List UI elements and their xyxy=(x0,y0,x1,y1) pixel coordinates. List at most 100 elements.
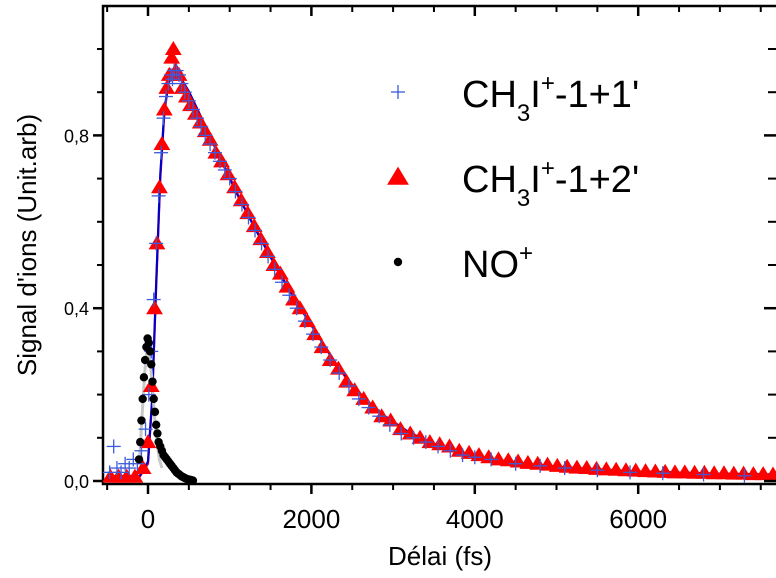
x-axis-title: Délai (fs) xyxy=(388,541,492,571)
data-point xyxy=(232,192,250,207)
legend-label: CH3I+-1+1' xyxy=(462,70,639,127)
data-point xyxy=(158,79,176,94)
series-1-points xyxy=(103,63,752,483)
data-point xyxy=(361,400,376,415)
x-tick-label: 0 xyxy=(141,504,155,534)
series-3-points xyxy=(134,334,198,484)
data-point xyxy=(151,420,161,430)
data-point xyxy=(137,416,146,425)
data-point xyxy=(306,326,324,341)
data-point xyxy=(590,463,605,478)
data-point xyxy=(557,461,572,476)
data-point xyxy=(499,452,517,467)
data-point xyxy=(431,439,446,454)
data-point xyxy=(261,249,276,264)
data-point xyxy=(406,430,421,445)
data-point xyxy=(252,231,270,246)
data-point xyxy=(297,314,312,329)
data-point xyxy=(151,188,166,203)
data-point xyxy=(411,429,429,444)
data-point xyxy=(212,154,227,169)
data-point xyxy=(418,435,433,450)
data-point xyxy=(139,373,149,382)
data-point xyxy=(147,360,156,369)
data-point xyxy=(177,85,192,100)
data-point xyxy=(144,338,154,347)
data-point xyxy=(248,223,263,238)
data-point xyxy=(382,412,400,427)
data-point xyxy=(114,465,129,480)
legend-entry-2: CH3I+-1+2' xyxy=(387,155,639,212)
data-point xyxy=(267,262,282,277)
data-point xyxy=(134,455,144,464)
y-axis-title: Signal d'ions (Unit.arb) xyxy=(12,114,42,376)
data-point xyxy=(207,145,222,160)
legend-label: NO+ xyxy=(462,240,533,286)
data-point xyxy=(271,265,289,280)
data-point xyxy=(450,442,468,457)
data-point xyxy=(373,408,391,423)
data-point xyxy=(134,460,152,475)
data-point xyxy=(341,378,356,393)
data-point xyxy=(140,355,150,365)
data-point xyxy=(441,438,458,453)
data-point xyxy=(623,465,638,480)
x-tick-label: 4000 xyxy=(446,504,504,534)
data-point xyxy=(764,466,776,481)
data-point xyxy=(203,137,218,152)
data-point xyxy=(153,136,171,151)
legend-entry-1: CH3I+-1+1' xyxy=(391,70,639,127)
data-point xyxy=(533,458,548,473)
data-point xyxy=(323,353,338,368)
data-point xyxy=(138,394,147,404)
data-point xyxy=(467,450,482,465)
plot-frame xyxy=(101,4,776,486)
data-point xyxy=(213,153,230,168)
x-tick-label: 6000 xyxy=(609,504,667,534)
data-point xyxy=(258,244,276,259)
data-point xyxy=(154,145,169,160)
data-point xyxy=(298,313,316,328)
data-point xyxy=(329,360,347,375)
data-point xyxy=(149,394,158,404)
data-point xyxy=(274,275,289,290)
data-point xyxy=(145,347,155,356)
data-point xyxy=(228,184,243,199)
data-point xyxy=(122,461,137,476)
data-point xyxy=(382,417,397,432)
data-point xyxy=(150,407,160,417)
data-point xyxy=(332,366,347,380)
data-point xyxy=(172,67,187,82)
legend-marker xyxy=(387,166,409,185)
data-point xyxy=(136,437,145,447)
data-point xyxy=(226,179,244,194)
data-point xyxy=(163,49,181,64)
data-point xyxy=(241,210,256,225)
data-point xyxy=(106,439,121,454)
data-point xyxy=(155,101,173,116)
data-point xyxy=(289,301,304,316)
data-point xyxy=(126,468,144,483)
series-2-points xyxy=(103,41,776,483)
data-point xyxy=(190,111,205,126)
data-point xyxy=(239,205,257,220)
data-point xyxy=(737,468,752,483)
data-point xyxy=(655,466,670,481)
data-point xyxy=(278,278,296,293)
data-point xyxy=(217,162,232,177)
legend-marker xyxy=(391,85,405,99)
data-point xyxy=(355,390,373,405)
data-point xyxy=(153,429,162,438)
data-point xyxy=(394,426,409,441)
data-point xyxy=(138,422,153,437)
data-point xyxy=(222,171,237,186)
data-point xyxy=(174,76,189,91)
legend-entry-3: NO+ xyxy=(393,240,533,286)
data-point xyxy=(443,443,458,458)
data-point xyxy=(188,476,198,484)
data-point xyxy=(148,235,166,250)
data-point xyxy=(291,300,309,315)
data-point xyxy=(156,111,171,126)
legend-marker xyxy=(393,257,403,267)
